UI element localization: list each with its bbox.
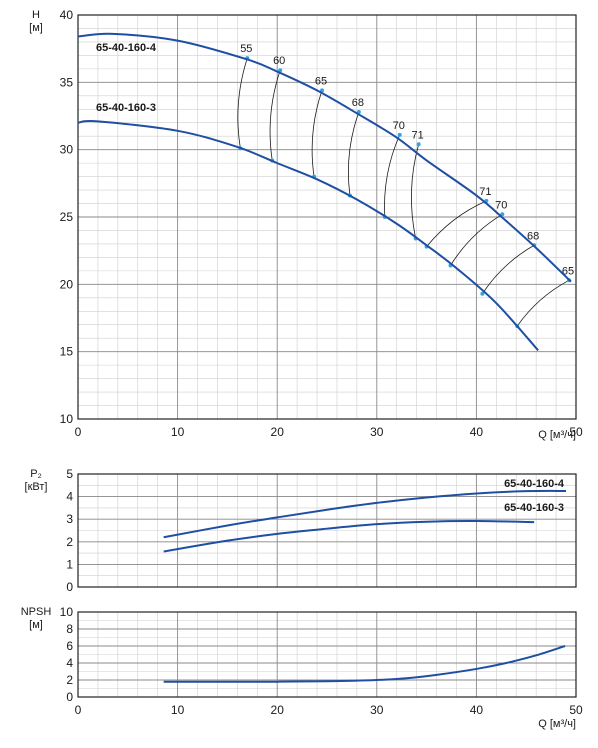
y-axis-unit: [м] xyxy=(29,22,43,34)
y-axis-label: H xyxy=(32,9,40,21)
efficiency-label: 71 xyxy=(479,186,491,198)
efficiency-line xyxy=(269,70,281,161)
x-tick-label: 40 xyxy=(470,703,484,717)
y-tick-label: 40 xyxy=(60,8,74,22)
x-tick-label: 50 xyxy=(569,703,583,717)
y-tick-label: 20 xyxy=(60,277,74,291)
efficiency-point xyxy=(480,291,485,296)
y-axis-unit: [м] xyxy=(29,619,43,631)
efficiency-label: 55 xyxy=(240,43,252,55)
plot-frame xyxy=(77,14,577,420)
y-tick-label: 4 xyxy=(66,490,73,504)
series-line xyxy=(163,489,567,539)
efficiency-line xyxy=(237,57,248,149)
efficiency-label: 68 xyxy=(352,97,364,109)
y-axis-unit: [кВт] xyxy=(25,481,48,493)
y-tick-label: 15 xyxy=(60,345,74,359)
efficiency-label: 60 xyxy=(273,55,285,67)
x-tick-label: 40 xyxy=(470,425,484,439)
efficiency-line xyxy=(516,279,570,327)
y-tick-label: 0 xyxy=(66,580,73,594)
efficiency-point xyxy=(416,142,421,147)
efficiency-label: 68 xyxy=(527,230,539,242)
x-axis-label: Q [м³/ч] xyxy=(538,429,576,441)
x-tick-label: 30 xyxy=(370,425,384,439)
x-tick-label: 0 xyxy=(75,703,82,717)
efficiency-line xyxy=(384,134,401,218)
y-tick-label: 2 xyxy=(66,673,73,687)
x-tick-label: 10 xyxy=(171,425,185,439)
x-tick-label: 30 xyxy=(370,703,384,717)
efficiency-line xyxy=(411,144,420,239)
efficiency-label: 65 xyxy=(315,75,327,87)
x-tick-label: 0 xyxy=(75,425,82,439)
series-line xyxy=(163,519,535,553)
series-line xyxy=(163,645,566,683)
efficiency-label: 65 xyxy=(562,265,574,277)
y-tick-label: 4 xyxy=(66,656,73,670)
y-tick-label: 35 xyxy=(60,75,74,89)
series-label: 65-40-160-4 xyxy=(96,42,157,54)
y-tick-label: 10 xyxy=(60,412,74,426)
efficiency-point xyxy=(278,68,283,73)
efficiency-line xyxy=(311,90,323,177)
efficiency-label: 71 xyxy=(412,129,424,141)
efficiency-label: 70 xyxy=(393,120,405,132)
series-label: 65-40-160-3 xyxy=(96,102,156,114)
y-tick-label: 5 xyxy=(66,467,73,481)
y-tick-label: 8 xyxy=(66,622,73,636)
x-tick-label: 20 xyxy=(271,703,285,717)
y-tick-label: 0 xyxy=(66,690,73,704)
y-tick-label: 30 xyxy=(60,143,74,157)
efficiency-line xyxy=(347,111,360,196)
series-line xyxy=(77,119,539,351)
x-axis-label: Q [м³/ч] xyxy=(538,718,576,730)
efficiency-label: 70 xyxy=(495,199,507,211)
plot-frame xyxy=(77,611,577,698)
efficiency-line xyxy=(426,200,487,247)
x-tick-label: 20 xyxy=(271,425,285,439)
y-axis-label: NPSH xyxy=(21,606,52,618)
y-tick-label: 10 xyxy=(60,605,74,619)
plot-frame xyxy=(77,473,577,588)
series-label: 65-40-160-3 xyxy=(504,502,564,514)
y-tick-label: 3 xyxy=(66,512,73,526)
y-tick-label: 2 xyxy=(66,535,73,549)
x-tick-label: 10 xyxy=(171,703,185,717)
x-tick-label: 50 xyxy=(569,425,583,439)
y-tick-label: 6 xyxy=(66,639,73,653)
series-label: 65-40-160-4 xyxy=(504,478,565,490)
efficiency-line xyxy=(450,213,503,266)
y-tick-label: 1 xyxy=(66,557,73,571)
efficiency-line xyxy=(482,244,535,294)
series-line xyxy=(77,32,572,283)
y-tick-label: 25 xyxy=(60,210,74,224)
efficiency-point xyxy=(397,132,402,137)
y-axis-label: P₂ xyxy=(30,468,42,480)
